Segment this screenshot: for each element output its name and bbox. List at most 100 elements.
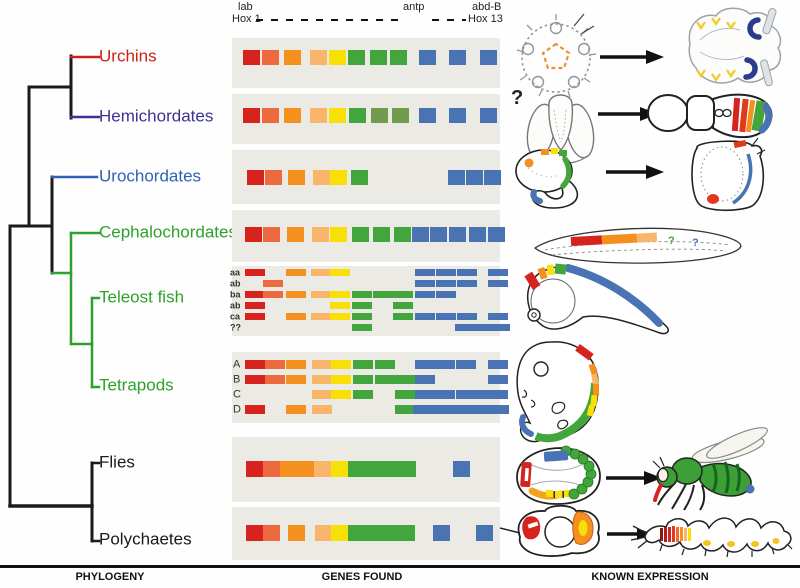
hox-gene-olive-square (371, 108, 388, 123)
footer-label-phylogeny: PHYLOGENY (75, 571, 145, 583)
hox-gene-vermillion-square (265, 375, 285, 384)
hox-gene-green-square (353, 360, 373, 369)
hox-gene-green-square (352, 291, 372, 298)
hox-gene-green-square (352, 324, 372, 331)
hox-gene-yellow-square (331, 390, 351, 399)
taxon-label-flies: Flies (99, 452, 135, 472)
hox-gene-blue-square (449, 227, 466, 242)
cluster-label-teleost: ba (230, 289, 241, 299)
hox-gene-blue-square (419, 50, 436, 65)
hox-gene-orange-square (288, 170, 305, 185)
hox-gene-yellow-square (330, 170, 347, 185)
cluster-label-teleost: ca (230, 311, 241, 321)
hox-gene-blue-square (457, 269, 477, 276)
hox-gene-lightorange-square (313, 170, 330, 185)
hox-gene-orange-square (287, 227, 304, 242)
hox-gene-blue-square (473, 324, 493, 331)
hox-gene-blue-square (488, 390, 508, 399)
hox-gene-red-square (245, 405, 265, 414)
hox-gene-yellow-square (329, 50, 346, 65)
cluster-label-tetrapods: A (233, 358, 241, 370)
hox-gene-blue-square (436, 291, 456, 298)
hox-gene-lightorange-square (312, 375, 332, 384)
ascidian-adult-drawing (691, 137, 766, 212)
hox-gene-green-square (375, 375, 395, 384)
hox13-label: Hox 13 (468, 13, 503, 25)
hox-gene-blue-square (436, 280, 456, 287)
hox-gene-blue-square (430, 227, 447, 242)
hox-gene-orange-square (286, 313, 306, 320)
hox-gene-green-square (373, 291, 393, 298)
hox-gene-green-square (398, 525, 415, 541)
hox-gene-blue-square (480, 50, 497, 65)
hox-gene-blue-square (432, 405, 452, 414)
hox-gene-red-square (245, 302, 265, 309)
taxon-label-polychaetes: Polychaetes (99, 529, 192, 549)
cluster-label-teleost: aa (230, 267, 241, 277)
arrow-icon (606, 471, 662, 485)
hox-gene-red-square (245, 227, 262, 242)
hox-gene-green-square (352, 313, 372, 320)
hox-gene-green-square (375, 360, 395, 369)
hox-gene-lightorange-square (311, 313, 331, 320)
hox-gene-green-square (395, 390, 415, 399)
hox-gene-green-square (381, 525, 398, 541)
taxon-label-cephalochordates: Cephalochordates (99, 222, 237, 242)
hox-gene-blue-square (435, 360, 455, 369)
blue-question-mark: ? (692, 237, 699, 249)
hox-gene-lightorange-square (310, 50, 327, 65)
hox-gene-blue-square (436, 269, 456, 276)
amphioxus-drawing: ? ? (533, 227, 742, 264)
hox-gene-blue-square (415, 269, 435, 276)
hox-gene-blue-square (470, 405, 490, 414)
hox-gene-blue-square (455, 324, 475, 331)
hox-gene-orange-square (284, 50, 301, 65)
hox-gene-red-square (245, 313, 265, 320)
hox-gene-vermillion-square (262, 50, 279, 65)
hox-gene-blue-square (488, 360, 508, 369)
hox-gene-green-square (370, 50, 387, 65)
hox-gene-green-square (394, 227, 411, 242)
hox-gene-red-square (245, 291, 265, 298)
hox-gene-blue-square (490, 324, 510, 331)
hox-gene-green-square (382, 461, 399, 477)
hox-gene-green-square (352, 227, 369, 242)
hox-gene-yellow-square (331, 360, 351, 369)
hox-gene-green-square (348, 461, 365, 477)
hox-gene-blue-square (415, 291, 435, 298)
hox-gene-blue-square (433, 525, 450, 541)
hox-gene-blue-square (415, 390, 435, 399)
hox-gene-blue-square (488, 280, 508, 287)
question-mark: ? (511, 87, 523, 109)
cluster-label-tetrapods: D (233, 403, 241, 415)
hox-gene-red-square (243, 50, 260, 65)
hox-gene-olive-square (392, 108, 409, 123)
taxon-label-urochordates: Urochordates (99, 166, 202, 186)
hox-gene-blue-square (415, 313, 435, 320)
hox-gene-lightorange-square (310, 108, 327, 123)
hox-gene-green-square (352, 302, 372, 309)
hox-gene-lightorange-square (312, 360, 332, 369)
hox-gene-green-square (373, 227, 390, 242)
urchin-larva-drawing (516, 13, 597, 98)
acorn-worm-body-drawing (647, 93, 773, 139)
hox-gene-orange-square (297, 461, 314, 477)
gene-label-lab: lab (238, 1, 253, 13)
hox-gene-blue-square (456, 360, 476, 369)
hox-gene-lightorange-square (312, 227, 329, 242)
hox-gene-blue-square (488, 313, 508, 320)
footer-divider (0, 565, 800, 568)
hox-gene-green-square (353, 390, 373, 399)
hox-gene-green-square (395, 375, 415, 384)
hox-gene-green-square (348, 525, 365, 541)
footer-label-known-expression: KNOWN EXPRESSION (591, 571, 709, 583)
hox-gene-blue-square (419, 108, 436, 123)
hox-gene-blue-square (480, 108, 497, 123)
arrow-icon (606, 165, 664, 179)
hox-gene-blue-square (488, 227, 505, 242)
hox-gene-vermillion-square (263, 461, 280, 477)
hox-gene-orange-square (284, 108, 301, 123)
hox-gene-red-square (245, 269, 265, 276)
hox-gene-vermillion-square (265, 170, 282, 185)
